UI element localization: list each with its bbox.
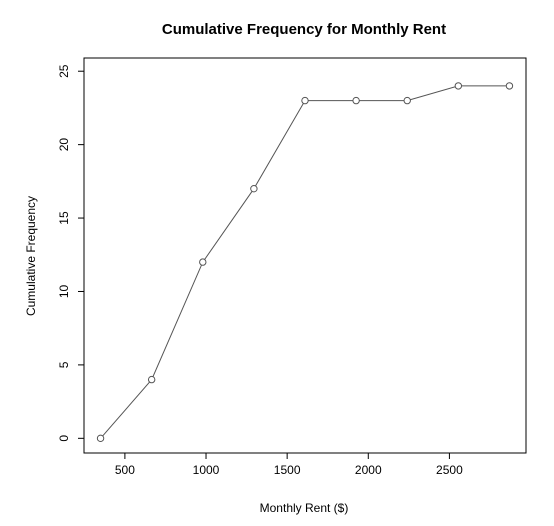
- x-tick-label-2000: 2000: [355, 463, 382, 477]
- data-point-4: [301, 96, 309, 105]
- series-line: [100, 85, 510, 439]
- y-tick-label-10: 10: [57, 284, 71, 298]
- data-point-2: [199, 258, 207, 266]
- plot-frame: [83, 57, 527, 454]
- x-axis: 500 1000 1500 2000 2500: [115, 453, 463, 477]
- y-tick-label-0: 0: [57, 435, 71, 442]
- y-axis-label: Cumulative Frequency: [24, 196, 38, 316]
- y-tick-label-5: 5: [57, 361, 71, 368]
- series-cumulative-frequency: [96, 82, 514, 443]
- y-axis: 0 5 10 15 20 25: [57, 64, 84, 442]
- x-tick-label-2500: 2500: [436, 463, 463, 477]
- data-point-8: [505, 82, 514, 90]
- x-axis-label: Monthly Rent ($): [260, 501, 349, 515]
- y-tick-label-25: 25: [57, 64, 71, 78]
- data-point-7: [454, 82, 463, 90]
- data-point-5: [352, 96, 360, 105]
- data-point-3: [250, 184, 258, 193]
- data-point-0: [96, 434, 105, 443]
- y-tick-label-15: 15: [57, 211, 71, 225]
- data-point-1: [147, 375, 156, 384]
- data-point-6: [403, 96, 411, 105]
- y-tick-label-20: 20: [57, 138, 71, 152]
- chart-title: Cumulative Frequency for Monthly Rent: [162, 21, 446, 38]
- x-tick-label-500: 500: [115, 463, 135, 477]
- x-tick-label-1000: 1000: [193, 463, 220, 477]
- x-tick-label-1500: 1500: [274, 463, 301, 477]
